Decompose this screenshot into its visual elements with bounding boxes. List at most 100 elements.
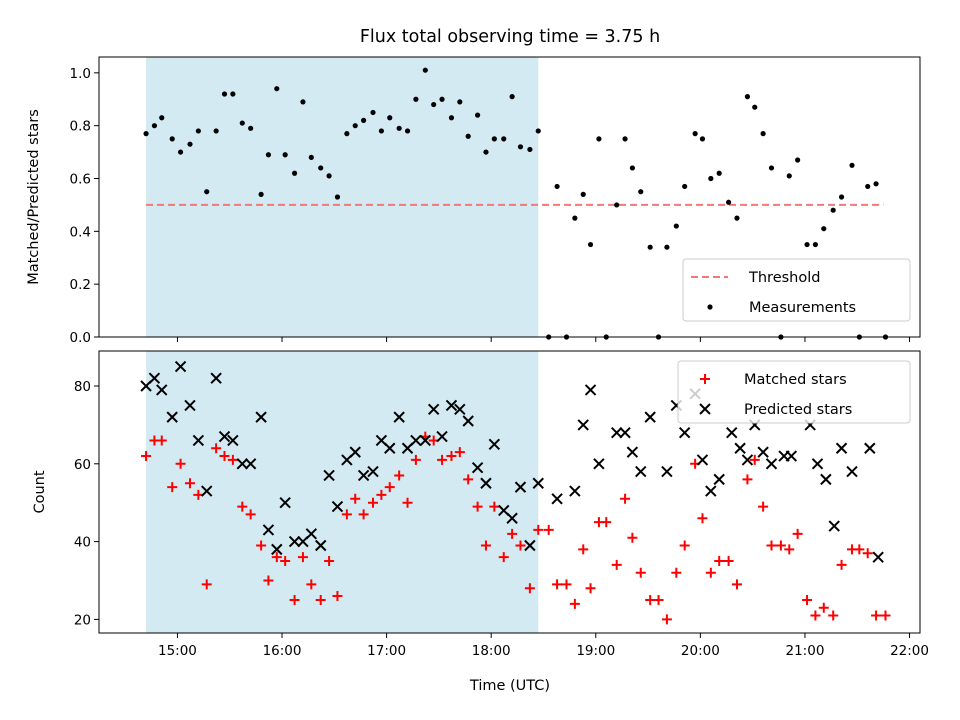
- legend-predicted-swatch: [699, 403, 711, 415]
- predicted-star-point: [393, 411, 405, 423]
- measurement-point: [143, 131, 149, 137]
- matched-star-point: [697, 513, 708, 524]
- predicted-star-point: [785, 450, 798, 462]
- matched-star-point: [289, 594, 300, 605]
- matched-star-point: [184, 478, 195, 489]
- legend-label: Matched stars: [744, 372, 847, 388]
- matched-star-point: [880, 610, 891, 621]
- bottom-y-tick-label: 40: [74, 535, 91, 551]
- predicted-star-point: [506, 512, 518, 524]
- matched-star-point: [315, 594, 326, 605]
- matched-star-point: [454, 447, 465, 458]
- matched-star-point: [498, 552, 509, 563]
- matched-star-point: [472, 501, 483, 512]
- measurement-point: [491, 136, 497, 142]
- measurement-point: [344, 131, 350, 137]
- measurement-point: [744, 94, 751, 100]
- measurement-point: [554, 183, 560, 190]
- x-tick-label: 22:00: [890, 643, 929, 659]
- matched-star-point: [358, 509, 369, 520]
- measurement-point: [638, 189, 644, 195]
- x-tick-label: 20:00: [681, 643, 720, 659]
- predicted-star-point: [835, 442, 848, 454]
- matched-star-point: [350, 493, 361, 504]
- bottom-y-axis-label: Count: [32, 470, 48, 513]
- matched-star-point: [561, 579, 572, 590]
- matched-star-point: [167, 482, 178, 493]
- measurement-point: [177, 149, 184, 155]
- measurement-point: [873, 181, 879, 187]
- predicted-star-point: [427, 403, 440, 416]
- predicted-star-point: [726, 426, 738, 439]
- measurement-point: [159, 115, 165, 121]
- measurement-point: [308, 154, 314, 160]
- bottom-y-tick-label: 60: [74, 457, 91, 473]
- measurement-point: [352, 123, 358, 129]
- measurement-point: [431, 101, 437, 108]
- predicted-star-point: [532, 477, 544, 489]
- matched-star-point: [758, 501, 769, 512]
- measurement-point: [282, 152, 288, 158]
- measurement-point: [587, 241, 594, 248]
- matched-star-point: [324, 556, 335, 567]
- predicted-star-point: [201, 485, 213, 497]
- measurement-point: [673, 223, 679, 229]
- predicted-star-point: [410, 434, 422, 447]
- predicted-star-point: [678, 426, 691, 439]
- top-y-tick-label: 0.2: [70, 277, 91, 293]
- matched-star-point: [731, 579, 742, 590]
- measurement-point: [752, 104, 758, 110]
- measurement-point: [370, 109, 376, 116]
- predicted-star-point: [436, 430, 448, 443]
- measurement-point: [248, 125, 254, 131]
- measurement-point: [413, 96, 419, 102]
- measurement-point: [849, 162, 855, 168]
- measurement-point: [230, 91, 236, 97]
- top-y-axis-label: Matched/Predicted stars: [26, 109, 42, 285]
- predicted-star-point: [255, 411, 267, 423]
- measurement-point: [195, 128, 201, 134]
- predicted-star-point: [811, 458, 824, 470]
- predicted-star-point: [218, 430, 231, 443]
- matched-star-point: [543, 524, 554, 535]
- matched-star-point: [263, 575, 274, 586]
- matched-star-point: [828, 610, 839, 621]
- matched-star-point: [368, 497, 379, 508]
- bottom-observing-span: [146, 351, 539, 633]
- matched-star-point: [653, 594, 664, 605]
- top-y-tick-label: 0.0: [70, 330, 91, 346]
- measurement-point: [239, 120, 245, 126]
- measurement-point: [213, 128, 219, 134]
- predicted-star-point: [357, 469, 370, 482]
- matched-star-point: [341, 509, 352, 520]
- predicted-star-point: [148, 372, 161, 384]
- matched-star-point: [463, 474, 474, 485]
- matched-star-point: [394, 470, 405, 481]
- predicted-star-point: [820, 473, 832, 486]
- measurement-point: [448, 115, 455, 121]
- predicted-star-point: [593, 458, 605, 470]
- matched-star-point: [376, 489, 387, 500]
- legend-label: Measurements: [749, 300, 856, 316]
- measurement-point: [465, 133, 471, 139]
- matched-star-point: [507, 528, 518, 539]
- predicted-star-point: [584, 384, 597, 396]
- matched-star-point: [237, 501, 248, 512]
- predicted-star-point: [244, 458, 257, 470]
- matched-star-point: [306, 579, 317, 590]
- matched-star-point: [245, 509, 256, 520]
- predicted-star-point: [323, 469, 335, 482]
- predicted-star-point: [288, 535, 301, 548]
- matched-star-point: [552, 579, 563, 590]
- matched-star-point: [585, 583, 596, 594]
- measurement-point: [682, 183, 688, 190]
- measurement-point: [629, 165, 635, 171]
- predicted-star-point: [349, 446, 361, 458]
- matched-star-point: [175, 458, 186, 469]
- predicted-star-point: [696, 454, 709, 466]
- measurement-point: [221, 91, 228, 97]
- matched-star-point: [271, 552, 282, 563]
- measurement-point: [204, 189, 210, 195]
- matched-star-point: [297, 552, 308, 563]
- predicted-star-point: [156, 384, 168, 396]
